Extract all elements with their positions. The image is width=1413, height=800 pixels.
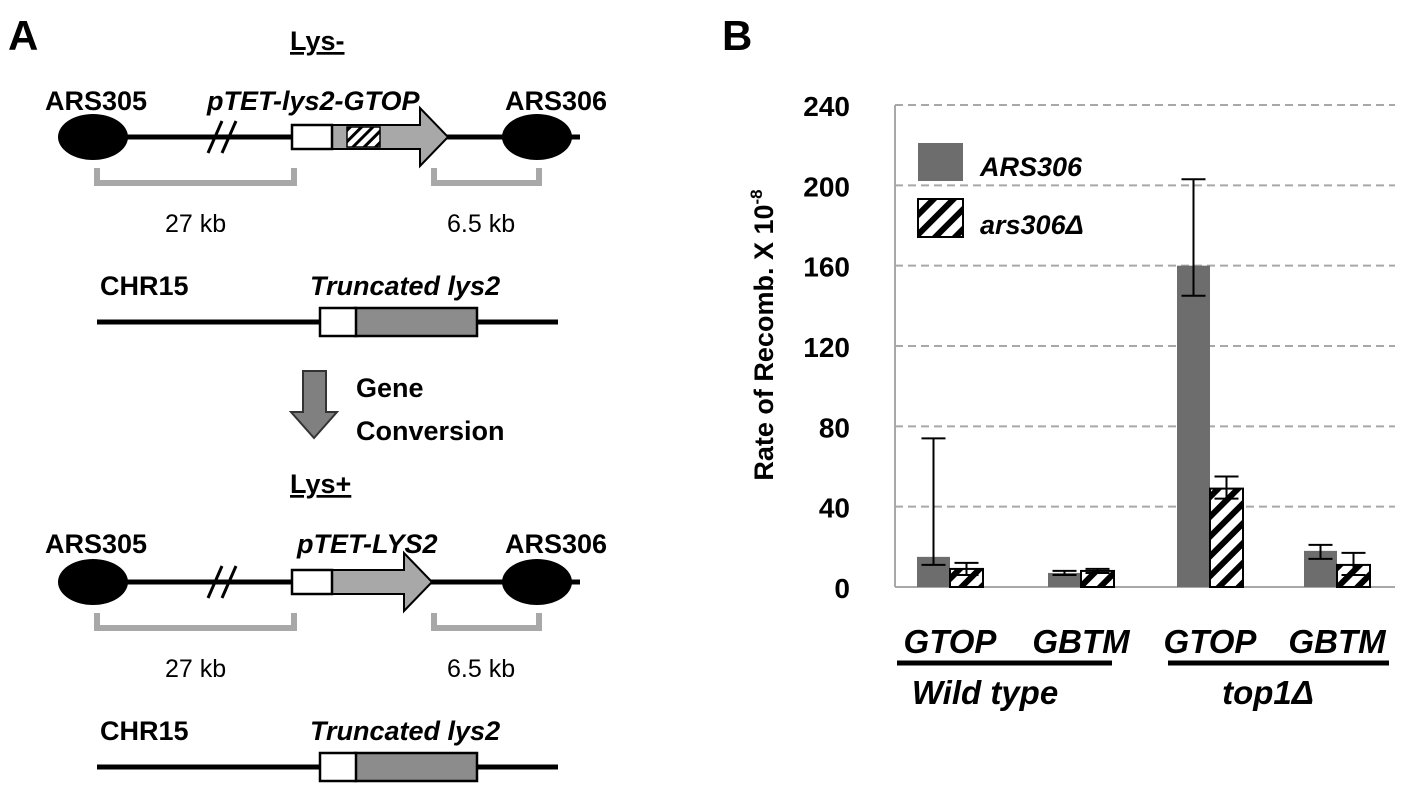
bottom-ars305-origin [58, 559, 128, 605]
y-axis-title-exponent: -8 [747, 189, 766, 204]
group-label: top1Δ [1222, 674, 1314, 711]
top-right-distance: 6.5 kb [447, 210, 515, 238]
bottom-ars306-origin [502, 559, 572, 605]
bottom-lys2-arrow [331, 550, 434, 614]
legend-swatch-ars306 [918, 143, 963, 181]
legend-label-ars306: ARS306 [979, 152, 1083, 182]
top-state-label: Lys- [290, 26, 345, 56]
y-axis-title: Rate of Recomb. X 10-8 [747, 189, 779, 480]
error-bar [1308, 543, 1333, 560]
panel-b: B Rate of Recomb. X 10-8 0 40 80 120 160 200 2… [722, 12, 1395, 711]
top-right-origin-label: ARS306 [505, 86, 607, 116]
panel-b-label: B [722, 12, 752, 59]
y-axis-title-text: Rate of Recomb. X 10 [749, 205, 779, 481]
top-construct: Lys- ARS305 pTET-lys2-GTOP ARS306 27 kb … [45, 26, 607, 338]
gene-conversion-label-1: Gene [356, 373, 424, 403]
bottom-promoter-box [290, 568, 334, 596]
legend-swatch-ars306-delta [917, 198, 964, 238]
panel-a-label: A [8, 12, 38, 59]
top-ars306-origin [502, 114, 572, 160]
top-donor-label: Truncated lys2 [310, 271, 500, 301]
bottom-state-label: Lys+ [290, 469, 351, 499]
legend: ARS306 ars306Δ [917, 143, 1084, 240]
bottom-right-bracket [431, 613, 542, 631]
bottom-left-distance: 27 kb [165, 655, 226, 683]
svg-text:Rate of Recomb. X 10-8: Rate of Recomb. X 10-8 [747, 189, 779, 480]
y-tick-label: 160 [803, 252, 850, 283]
error-bar [1214, 475, 1239, 500]
bar-ars306-delta [1209, 487, 1244, 589]
x-tick-label: GBTM [1288, 623, 1387, 660]
x-tick-label: GTOP [904, 623, 998, 660]
top-donor-promoter [318, 306, 358, 338]
y-tick-label: 0 [834, 573, 850, 604]
gridlines [895, 104, 1395, 588]
top-donor-gene [353, 306, 479, 338]
y-tick-labels: 0 40 80 120 160 200 240 [803, 91, 850, 604]
bottom-construct-label: pTET-LYS2 [296, 529, 438, 559]
bottom-construct: Lys+ ARS305 pTET-LYS2 ARS306 27 kb 6.5 k… [45, 469, 607, 783]
x-tick-label: GTOP [1164, 623, 1258, 660]
gene-conversion-step: Gene Conversion [288, 370, 505, 446]
top-lys2-arrow [331, 105, 450, 169]
error-bar [1181, 178, 1206, 297]
top-right-bracket [431, 168, 542, 186]
bottom-left-origin-label: ARS305 [45, 529, 147, 559]
top-gtop-insert [346, 126, 381, 148]
error-bar [921, 437, 946, 566]
top-ars305-origin [58, 114, 128, 160]
bottom-chromosome-label: CHR15 [100, 716, 189, 746]
top-construct-label: pTET-lys2-GTOP [206, 86, 421, 116]
error-bars [921, 178, 1366, 576]
down-arrow-icon [288, 370, 340, 440]
top-left-distance: 27 kb [165, 210, 226, 238]
bottom-right-distance: 6.5 kb [447, 655, 515, 683]
panel-a: A Lys- ARS305 pTET-lys2-GTOP ARS306 27 k… [8, 12, 607, 783]
x-tick-labels: GTOP GBTM GTOP GBTM [904, 623, 1388, 660]
y-tick-label: 240 [803, 91, 850, 122]
top-chromosome-label: CHR15 [100, 271, 189, 301]
top-left-origin-label: ARS305 [45, 86, 147, 116]
bottom-donor-promoter [318, 751, 358, 783]
y-tick-label: 200 [803, 171, 850, 202]
y-tick-label: 120 [803, 332, 850, 363]
bar-ars306 [1177, 265, 1210, 587]
bottom-break-icon [206, 565, 238, 599]
y-tick-label: 40 [819, 493, 850, 524]
error-bar [1085, 567, 1110, 574]
gene-conversion-label-2: Conversion [356, 416, 505, 446]
y-tick-label: 80 [819, 412, 850, 443]
top-left-bracket [94, 168, 297, 186]
bottom-donor-label: Truncated lys2 [310, 716, 500, 746]
bottom-donor-gene [353, 751, 479, 783]
x-tick-label: GBTM [1032, 623, 1131, 660]
top-break-icon [206, 120, 238, 154]
bottom-left-bracket [94, 613, 297, 631]
group-labels: Wild type top1Δ [897, 660, 1389, 711]
bottom-right-origin-label: ARS306 [505, 529, 607, 559]
group-label: Wild type [912, 674, 1058, 711]
error-bar [1341, 551, 1366, 576]
error-bar [1052, 569, 1077, 576]
bar-ars306 [1048, 572, 1081, 587]
top-promoter-box [290, 123, 334, 151]
legend-label-ars306-delta: ars306Δ [980, 210, 1084, 240]
error-bar [954, 561, 979, 576]
